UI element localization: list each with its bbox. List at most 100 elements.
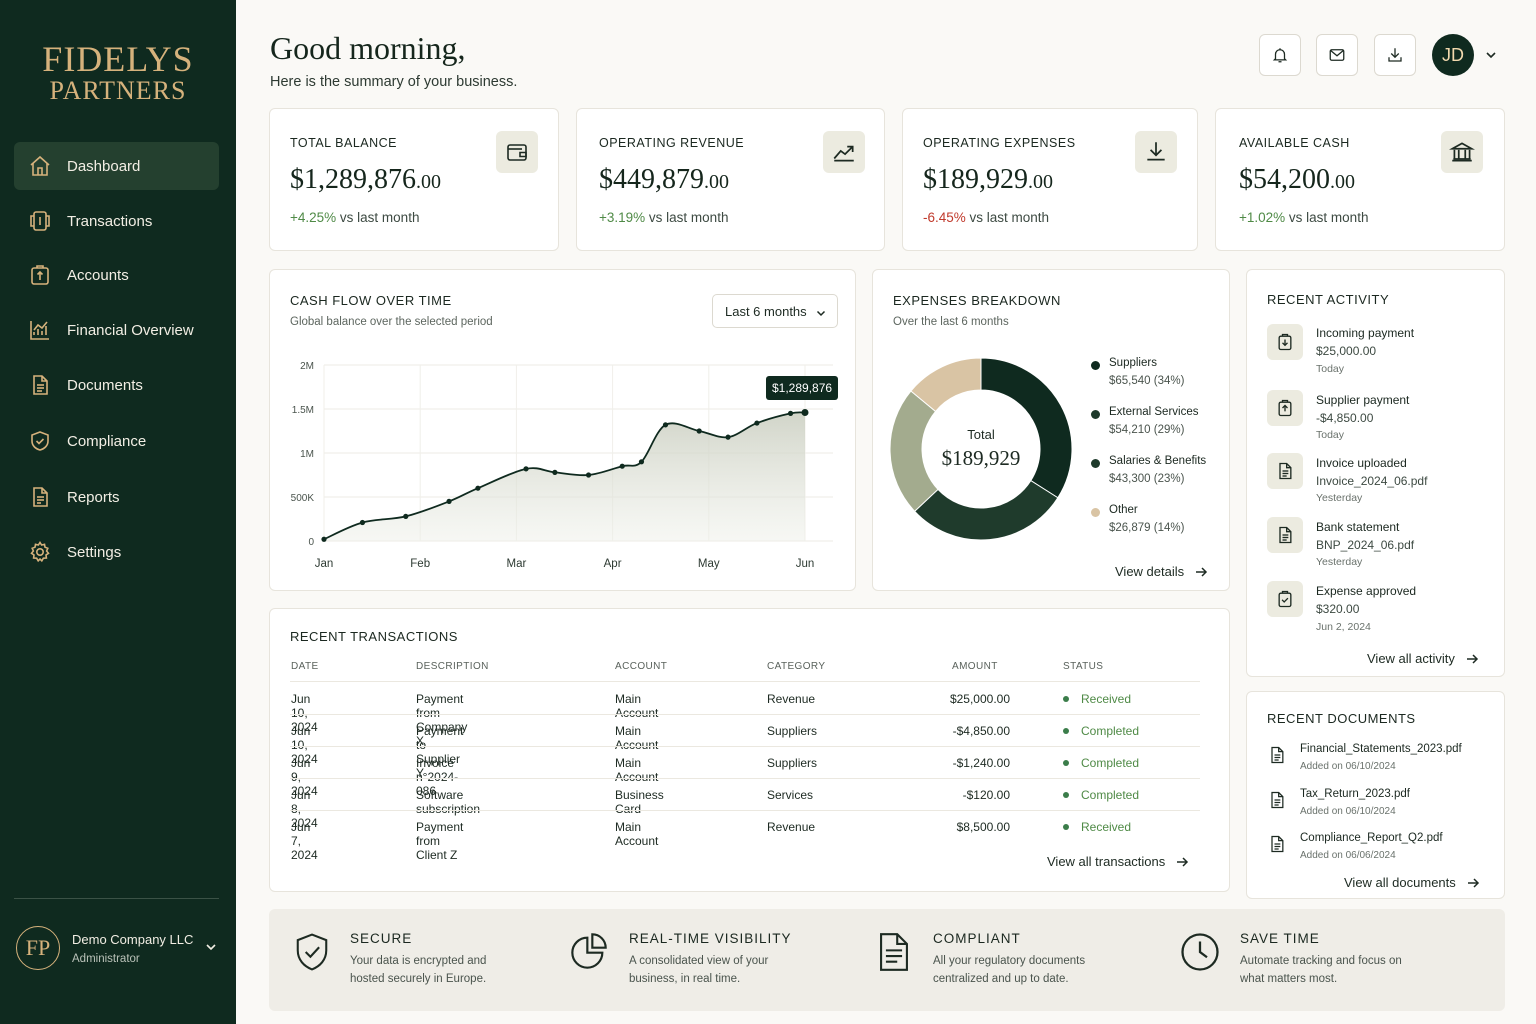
donut-total-value: $189,929 xyxy=(941,446,1021,470)
x-tick-label: Feb xyxy=(410,558,430,570)
kpi-card-total-balance: TOTAL BALANCE $1,289,876.00 +4.25% vs la… xyxy=(269,108,559,251)
sidebar-item-financial-overview[interactable]: Financial Overview xyxy=(14,306,219,354)
data-point[interactable] xyxy=(475,485,481,491)
document-icon xyxy=(1271,835,1284,853)
brand-line-2: PARTNERS xyxy=(49,76,187,105)
view-all-activity-link[interactable]: View all activity xyxy=(1367,651,1479,666)
data-point[interactable] xyxy=(446,498,452,504)
sidebar-item-dashboard[interactable]: Dashboard xyxy=(14,142,219,190)
kpi-delta: +4.25% vs last month xyxy=(290,210,420,225)
donut-total-label: Total xyxy=(967,427,995,442)
chevron-down-icon xyxy=(206,944,216,951)
sidebar-item-label: Documents xyxy=(67,376,143,394)
arrow-right-icon xyxy=(1466,653,1478,664)
activity-time: Yesterday xyxy=(1316,556,1363,568)
sidebar-item-documents[interactable]: Documents xyxy=(14,361,219,409)
data-point[interactable] xyxy=(359,519,366,526)
feature-desc: Your data is encrypted and hosted secure… xyxy=(350,955,487,985)
status-badge: Completed xyxy=(1063,788,1139,802)
kpi-label: AVAILABLE CASH xyxy=(1239,136,1350,150)
kpi-label: TOTAL BALANCE xyxy=(290,136,397,150)
export-button[interactable] xyxy=(1374,34,1416,76)
x-tick-label: Jun xyxy=(796,558,815,570)
status-badge: Received xyxy=(1063,692,1131,706)
transactions-icon xyxy=(30,211,50,231)
user-avatar[interactable]: JD xyxy=(1432,34,1474,76)
kpi-value: $54,200.00 xyxy=(1239,164,1355,195)
document-link[interactable]: Tax_Return_2023.pdf xyxy=(1300,788,1410,800)
data-point[interactable] xyxy=(403,513,409,519)
series-line xyxy=(323,411,806,541)
activity-title-text: Invoice uploaded xyxy=(1316,456,1407,470)
view-all-documents-link[interactable]: View all documents xyxy=(1344,875,1480,890)
chevron-down-icon[interactable] xyxy=(1484,48,1498,62)
company-switcher[interactable]: FP Demo Company LLC Administrator xyxy=(14,922,224,974)
sidebar-item-settings[interactable]: Settings xyxy=(14,528,219,576)
cell-amount: -$4,850.00 xyxy=(952,724,1010,738)
document-date: Added on 06/06/2024 xyxy=(1300,850,1396,861)
x-tick-label: Apr xyxy=(604,558,622,570)
cashflow-subtitle: Global balance over the selected period xyxy=(290,316,493,328)
sidebar-item-compliance[interactable]: Compliance xyxy=(14,417,219,465)
data-point[interactable] xyxy=(787,410,794,416)
notifications-button[interactable] xyxy=(1259,34,1301,76)
kpi-value: $189,929.00 xyxy=(923,164,1053,195)
period-select[interactable]: Last 6 months xyxy=(712,294,838,328)
cell-date: Jun 9, 2024 xyxy=(291,756,318,798)
feature-desc: Automate tracking and focus on what matt… xyxy=(1240,955,1402,985)
kpi-label: OPERATING REVENUE xyxy=(599,136,745,150)
activity-value: $320.00 xyxy=(1316,602,1360,616)
status-text: Completed xyxy=(1081,724,1140,738)
column-header-amount: AMOUNT xyxy=(952,661,998,672)
data-point[interactable] xyxy=(754,420,760,426)
feature-title: SECURE xyxy=(350,931,413,946)
cell-account: Main Account xyxy=(615,756,659,784)
sidebar-item-accounts[interactable]: Accounts xyxy=(14,251,219,299)
feature-title: REAL-TIME VISIBILITY xyxy=(629,931,792,946)
arrow-right-icon xyxy=(1467,877,1479,888)
activity-time: Today xyxy=(1316,429,1345,441)
cell-amount: $25,000.00 xyxy=(949,692,1010,706)
cell-description: Payment from Company X xyxy=(416,692,468,748)
donut-slice[interactable] xyxy=(910,357,982,413)
data-point[interactable] xyxy=(619,463,625,469)
x-tick-label: Mar xyxy=(506,558,526,570)
data-point[interactable] xyxy=(523,466,529,472)
sidebar-item-transactions[interactable]: Transactions xyxy=(14,197,219,245)
document-link[interactable]: Financial_Statements_2023.pdf xyxy=(1300,743,1462,755)
view-all-transactions-link[interactable]: View all transactions xyxy=(1047,854,1189,869)
activity-time: Today xyxy=(1316,363,1345,375)
activity-value: Invoice_2024_06.pdf xyxy=(1316,474,1428,488)
data-point[interactable] xyxy=(321,536,327,542)
status-badge: Completed xyxy=(1063,756,1139,770)
donut-slice[interactable] xyxy=(980,357,1073,499)
row-divider xyxy=(290,778,1200,779)
sidebar-divider xyxy=(14,898,219,899)
data-point[interactable] xyxy=(662,422,669,428)
cell-description: Software subscription xyxy=(416,788,481,816)
column-header-account: ACCOUNT xyxy=(615,661,668,672)
cell-amount: $8,500.00 xyxy=(956,820,1010,834)
data-point[interactable] xyxy=(552,469,558,475)
document-link[interactable]: Compliance_Report_Q2.pdf xyxy=(1300,832,1443,844)
data-point[interactable] xyxy=(585,472,592,478)
sidebar-item-reports[interactable]: Reports xyxy=(14,473,219,521)
y-tick-label: 500K xyxy=(291,493,315,504)
shield-check-icon xyxy=(31,431,49,451)
column-header-description: DESCRIPTION xyxy=(416,661,489,672)
data-point[interactable] xyxy=(696,428,702,434)
messages-button[interactable] xyxy=(1316,34,1358,76)
statement-icon xyxy=(1267,517,1303,553)
data-point[interactable] xyxy=(638,459,645,465)
download-icon xyxy=(1135,131,1177,173)
cell-date: Jun 7, 2024 xyxy=(291,820,318,862)
company-role: Administrator xyxy=(72,952,140,965)
data-point[interactable] xyxy=(801,409,809,417)
data-point[interactable] xyxy=(725,434,731,440)
gear-icon xyxy=(30,541,50,563)
row-divider xyxy=(290,714,1200,715)
kpi-card-operating-revenue: OPERATING REVENUE $449,879.00 +3.19% vs … xyxy=(576,108,885,251)
arrow-right-icon xyxy=(1177,856,1189,867)
cell-date: Jun 10, 2024 xyxy=(291,692,318,734)
view-details-link[interactable]: View details xyxy=(1115,564,1208,579)
